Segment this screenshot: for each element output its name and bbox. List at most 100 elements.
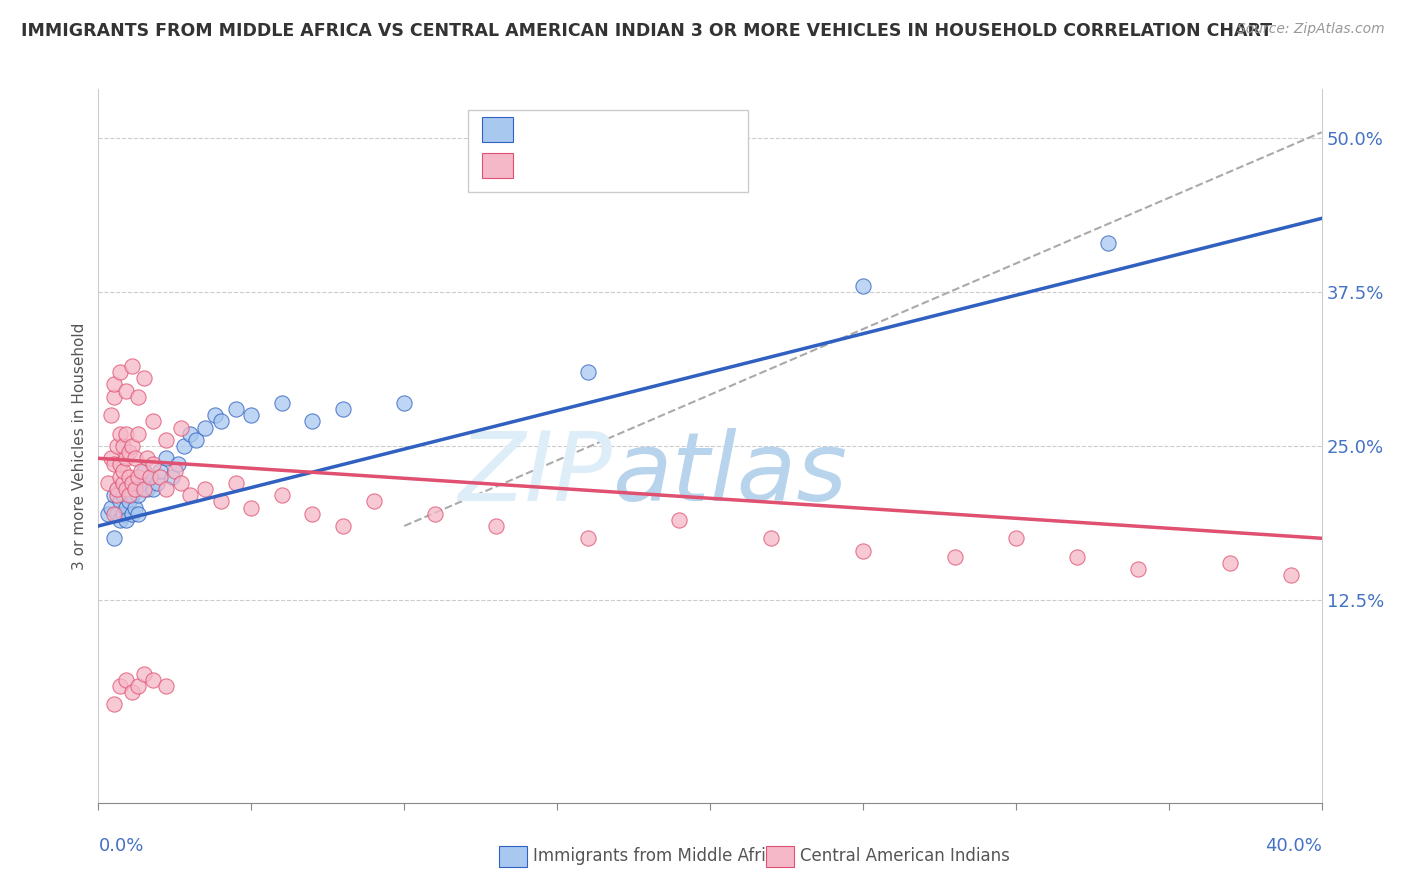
Point (115, 482, 138, 496)
Point (1128, 562, 1150, 576)
Text: N =: N = (626, 128, 657, 146)
Point (127, 488, 149, 502)
Point (127, 426, 149, 441)
Point (129, 475, 152, 490)
Point (127, 679, 149, 693)
Point (423, 507, 446, 521)
Point (124, 451, 146, 466)
Point (111, 488, 134, 502)
Text: 0.511: 0.511 (565, 128, 617, 146)
Point (1097, 235, 1119, 250)
Point (111, 475, 134, 490)
Point (118, 494, 141, 508)
Point (301, 414, 323, 428)
Point (225, 475, 247, 490)
Point (155, 679, 177, 693)
Point (332, 519, 354, 533)
Point (1219, 556, 1241, 570)
Point (108, 469, 131, 483)
Point (225, 402, 247, 417)
Point (392, 396, 416, 410)
Text: 40.0%: 40.0% (1265, 838, 1322, 855)
Y-axis label: 3 or more Vehicles in Household: 3 or more Vehicles in Household (72, 322, 87, 570)
Point (115, 500, 138, 515)
Point (209, 414, 232, 428)
Point (160, 469, 183, 483)
Point (145, 475, 167, 490)
Point (363, 494, 385, 508)
Text: atlas: atlas (612, 428, 848, 521)
Point (124, 475, 146, 490)
Point (1279, 568, 1302, 582)
Point (240, 500, 263, 515)
Point (142, 458, 165, 472)
Point (100, 451, 122, 466)
Point (167, 458, 190, 472)
Point (108, 426, 131, 441)
Text: 0.0%: 0.0% (98, 838, 143, 855)
Point (105, 488, 128, 502)
Point (103, 390, 125, 404)
Point (121, 507, 143, 521)
Point (194, 420, 217, 434)
Point (139, 469, 162, 483)
Point (127, 390, 149, 404)
Point (121, 439, 143, 453)
Point (115, 384, 138, 398)
Point (576, 365, 599, 379)
Point (103, 458, 125, 472)
Point (115, 513, 138, 527)
Point (209, 494, 232, 508)
Point (118, 469, 141, 483)
Point (136, 451, 159, 466)
Text: Immigrants from Middle Africa: Immigrants from Middle Africa (533, 847, 785, 865)
Point (127, 507, 149, 521)
Point (134, 666, 156, 681)
Point (108, 458, 131, 472)
Point (270, 488, 292, 502)
Point (149, 469, 172, 483)
Point (163, 464, 186, 478)
Point (115, 451, 138, 466)
Point (332, 402, 354, 417)
Point (136, 482, 159, 496)
Point (127, 469, 149, 483)
Point (100, 409, 122, 423)
Point (668, 513, 690, 527)
Point (121, 685, 143, 699)
Point (100, 500, 122, 515)
Point (115, 673, 138, 687)
Text: -0.190: -0.190 (565, 164, 624, 182)
Point (173, 439, 195, 453)
Point (118, 445, 141, 459)
Point (103, 377, 125, 392)
Point (204, 409, 226, 423)
Point (121, 488, 143, 502)
Point (124, 500, 146, 515)
Point (103, 531, 125, 545)
Point (155, 482, 177, 496)
Point (105, 507, 128, 521)
Point (103, 507, 125, 521)
Point (155, 433, 177, 447)
Point (103, 488, 125, 502)
Point (108, 494, 131, 508)
Point (124, 482, 146, 496)
Point (118, 488, 141, 502)
Point (852, 279, 875, 293)
Point (759, 531, 782, 545)
Point (142, 673, 165, 687)
Point (179, 488, 201, 502)
Point (170, 475, 193, 490)
Point (149, 464, 172, 478)
Point (115, 426, 138, 441)
Point (134, 464, 156, 478)
Text: N =: N = (626, 164, 657, 182)
Point (118, 482, 141, 496)
Text: 76: 76 (672, 164, 695, 182)
Point (270, 396, 292, 410)
Point (97, 507, 120, 521)
Point (134, 482, 156, 496)
Point (108, 513, 131, 527)
Point (105, 482, 128, 496)
